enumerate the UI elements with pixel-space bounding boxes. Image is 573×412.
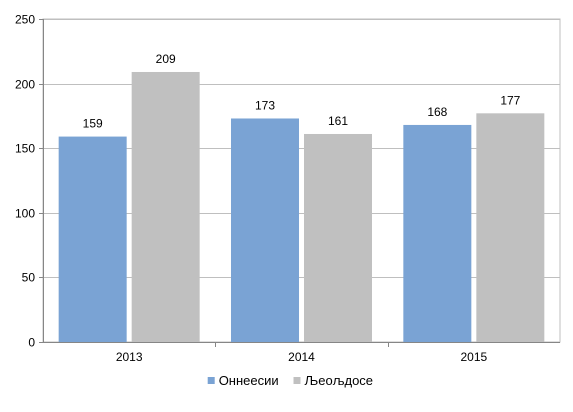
bar-series-2-2013	[131, 71, 200, 343]
legend: Оннеесии Љеољдосе	[207, 373, 374, 388]
data-label: 161	[328, 114, 348, 128]
y-tick-label: 250	[15, 13, 35, 27]
bars	[58, 71, 545, 343]
bar-series-2-2015	[476, 113, 545, 342]
data-labels: 159 209 173 161 168 177	[83, 52, 521, 131]
data-label: 177	[500, 93, 520, 107]
legend-swatch	[293, 377, 301, 384]
legend-label: Љеољдосе	[305, 373, 374, 388]
legend-label: Оннеесии	[219, 373, 279, 388]
y-tick-label: 150	[15, 142, 35, 156]
data-label: 159	[83, 117, 103, 131]
bar-series-1-2015	[403, 124, 472, 342]
axes: 0 50 100 150 200 250 2013 2014 2015	[15, 13, 560, 364]
bar-series-1-2014	[231, 118, 299, 342]
x-tick-label: 2015	[460, 350, 487, 364]
data-label: 173	[255, 98, 275, 112]
bar-series-1-2013	[58, 136, 127, 342]
y-tick-label: 50	[22, 271, 36, 285]
y-tick-label: 0	[28, 336, 35, 350]
data-label: 209	[156, 52, 176, 66]
x-tick-label: 2013	[116, 350, 143, 364]
bar-series-2-2014	[304, 133, 372, 342]
legend-swatch	[207, 377, 215, 384]
data-label: 168	[427, 105, 447, 119]
y-tick-label: 200	[15, 78, 35, 92]
x-tick-label: 2014	[288, 350, 315, 364]
y-tick-label: 100	[15, 207, 35, 221]
